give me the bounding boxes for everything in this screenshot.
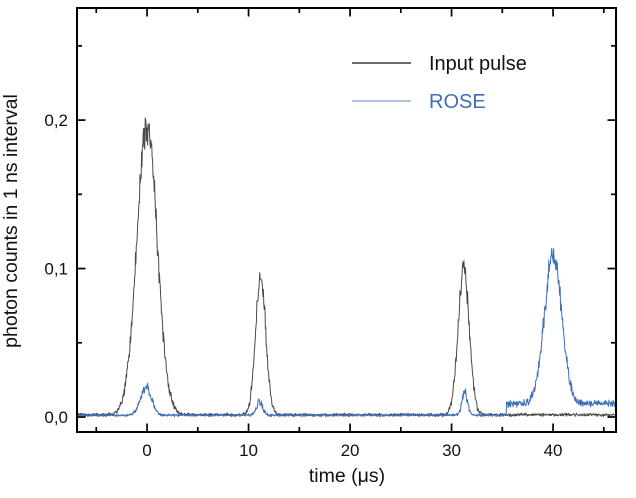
tick-labels: 0 10 20 30 40 0,0 0,1 0,2 (44, 111, 562, 460)
y-tick-label: 0,1 (44, 260, 68, 279)
series-curve-input-pulse (77, 117, 616, 418)
series-curve-rose (77, 247, 616, 418)
axes-frame (76, 7, 617, 433)
x-tick-label: 0 (142, 441, 151, 460)
legend: Input pulse ROSE (352, 53, 527, 113)
y-axis-label: photon counts in 1 ns interval (0, 94, 22, 348)
y-tick-label: 0,2 (44, 111, 68, 130)
y-tick-label: 0,0 (44, 408, 68, 427)
x-axis-label: time (μs) (309, 465, 385, 487)
legend-label-rose: ROSE (429, 91, 486, 113)
x-tick-label: 20 (341, 441, 360, 460)
legend-label-input-pulse: Input pulse (429, 53, 527, 75)
x-tick-label: 40 (544, 441, 563, 460)
plot-frame (76, 7, 617, 433)
data-curves (77, 117, 616, 418)
x-tick-label: 10 (239, 441, 258, 460)
x-tick-label: 30 (442, 441, 461, 460)
